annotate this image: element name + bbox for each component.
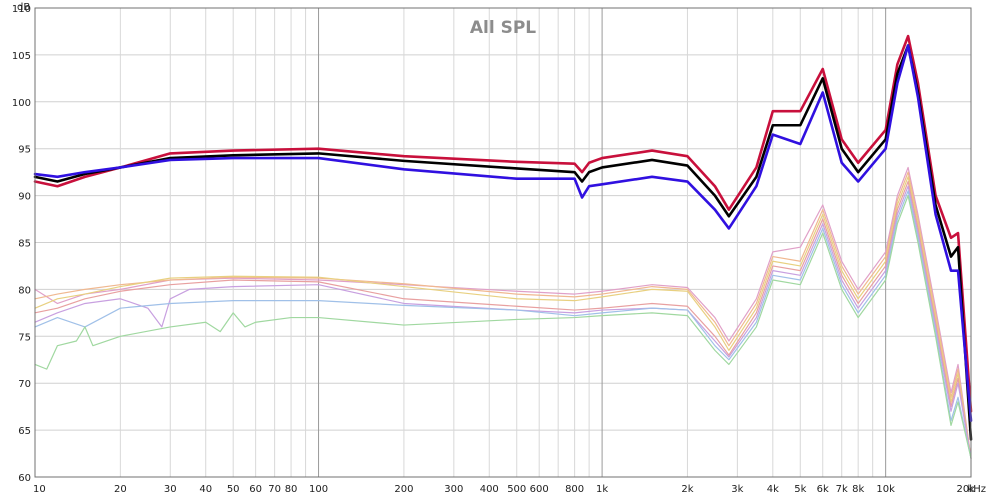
y-tick-label: 90 [18,192,31,203]
x-tick-label: 50 [227,484,240,495]
x-tick-label: 100 [309,484,328,495]
x-tick-label: 8k [852,484,864,495]
x-tick-label: 400 [480,484,499,495]
series-line-2 [34,171,972,459]
series-line-7 [34,195,972,459]
y-tick-label: 110 [12,4,31,15]
x-tick-label: 6k [817,484,829,495]
x-tick-label: 60 [249,484,262,495]
y-tick-label: 85 [18,239,31,250]
series-line-4 [34,180,972,459]
y-tick-label: 75 [18,332,31,343]
series-line-6 [34,190,972,459]
x-tick-label: 500 [507,484,526,495]
y-tick-label: 80 [18,285,31,296]
y-tick-label: 60 [18,473,31,484]
x-tick-label: 3k [731,484,743,495]
x-tick-label: 20 [114,484,127,495]
x-axis-unit-label: kHz [967,484,986,495]
x-tick-label: 10 [33,484,46,495]
series-line-5 [34,185,972,459]
x-tick-label: 70 [268,484,281,495]
chart-title: All SPL [470,18,536,38]
x-tick-label: 30 [164,484,177,495]
series-group [33,34,973,459]
x-tick-label: 300 [444,484,463,495]
y-axis-unit-label: dB [17,2,30,13]
x-tick-label: 20k [956,484,975,495]
x-tick-label: 40 [199,484,212,495]
y-tick-label: 105 [12,51,31,62]
x-tick-label: 1k [596,484,608,495]
x-tick-label: 10k [876,484,895,495]
y-tick-label: 100 [12,98,31,109]
series-line-3 [34,176,972,459]
series-line-1 [34,166,972,459]
x-tick-label: 5k [794,484,806,495]
tick-labels: 60 65 70 75 80 85 90 95 100 105 110 10 20 30 40 50 60 70 8… [12,4,986,495]
y-tick-label: 65 [18,426,31,437]
x-tick-label: 200 [394,484,413,495]
x-tick-label: 7k [836,484,848,495]
x-tick-label: 800 [565,484,584,495]
series-line-10 [33,44,973,423]
x-tick-label: 600 [530,484,549,495]
y-tick-label: 70 [18,379,31,390]
x-tick-label: 80 [285,484,298,495]
x-tick-label: 4k [767,484,779,495]
plot-frame [34,7,972,478]
series-line-8 [33,34,973,413]
y-tick-label: 95 [18,145,31,156]
x-tick-label: 2k [681,484,693,495]
